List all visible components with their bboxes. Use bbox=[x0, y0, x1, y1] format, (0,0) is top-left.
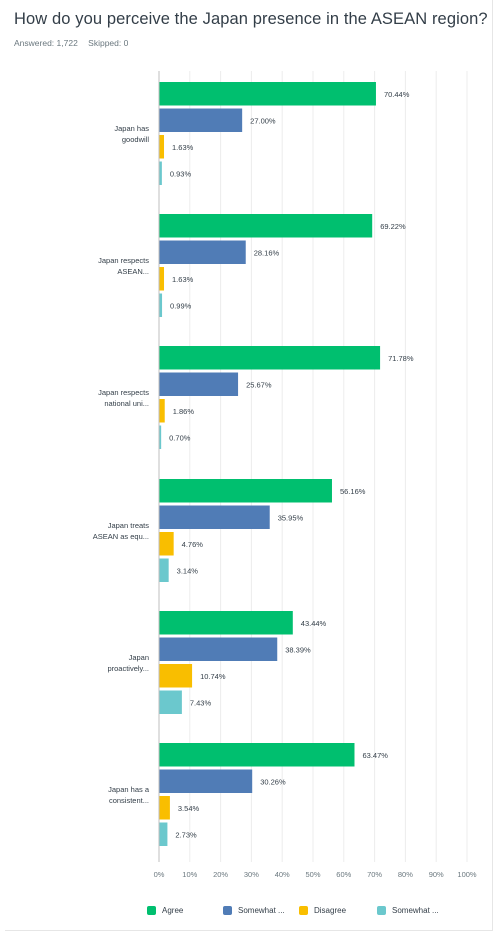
bar bbox=[159, 769, 253, 793]
bar bbox=[159, 293, 163, 317]
category-label: goodwill bbox=[122, 135, 149, 144]
x-tick-label: 100% bbox=[457, 870, 477, 879]
category-label: Japan has a bbox=[108, 785, 150, 794]
bar bbox=[159, 822, 168, 846]
bar bbox=[159, 664, 193, 688]
bar-value-label: 0.70% bbox=[169, 433, 191, 442]
bar-value-label: 1.63% bbox=[172, 275, 194, 284]
bar-value-label: 70.44% bbox=[384, 90, 410, 99]
bar bbox=[159, 108, 243, 132]
bar bbox=[159, 135, 165, 159]
legend-label: Somewhat ... bbox=[392, 906, 439, 915]
chart-legend: Agree Somewhat ... Disagree Somewhat ... bbox=[0, 906, 498, 922]
bar-value-label: 0.99% bbox=[170, 301, 192, 310]
question-panel bbox=[5, 0, 493, 931]
bar-value-label: 30.26% bbox=[260, 777, 286, 786]
legend-label: Disagree bbox=[314, 906, 347, 915]
x-tick-label: 20% bbox=[213, 870, 228, 879]
bar-value-label: 35.95% bbox=[278, 513, 304, 522]
bar bbox=[159, 505, 270, 529]
bar bbox=[159, 690, 182, 714]
bar bbox=[159, 743, 355, 767]
bar-value-label: 56.16% bbox=[340, 487, 366, 496]
category-label: Japan has bbox=[114, 124, 149, 133]
bar bbox=[159, 267, 165, 291]
legend-item: Disagree bbox=[299, 906, 346, 915]
skipped-count: Skipped: 0 bbox=[88, 38, 129, 48]
bar-value-label: 69.22% bbox=[380, 222, 406, 231]
question-title: How do you perceive the Japan presence i… bbox=[14, 10, 488, 28]
bar bbox=[159, 346, 381, 370]
bar bbox=[159, 82, 376, 106]
bar-value-label: 38.39% bbox=[285, 645, 311, 654]
bar bbox=[159, 637, 278, 661]
bar-value-label: 27.00% bbox=[250, 116, 276, 125]
x-tick-label: 50% bbox=[305, 870, 320, 879]
bar-value-label: 2.73% bbox=[175, 830, 197, 839]
bar bbox=[159, 532, 174, 556]
bar-value-label: 28.16% bbox=[254, 248, 280, 257]
legend-swatch bbox=[299, 906, 308, 915]
category-label: consistent... bbox=[109, 796, 149, 805]
bar bbox=[159, 796, 170, 820]
legend-label: Somewhat ... bbox=[238, 906, 285, 915]
bar bbox=[159, 372, 239, 396]
bar-value-label: 10.74% bbox=[200, 672, 226, 681]
response-stats: Answered: 1,722 Skipped: 0 bbox=[14, 38, 128, 48]
bar-value-label: 63.47% bbox=[362, 751, 388, 760]
legend-item: Agree bbox=[147, 906, 183, 915]
bar bbox=[159, 425, 162, 449]
category-label: ASEAN... bbox=[117, 267, 149, 276]
x-tick-label: 30% bbox=[244, 870, 259, 879]
legend-swatch bbox=[223, 906, 232, 915]
bar bbox=[159, 558, 169, 582]
category-label: Japan treats bbox=[108, 521, 150, 530]
bar-value-label: 3.54% bbox=[178, 804, 200, 813]
x-tick-label: 0% bbox=[154, 870, 165, 879]
bar bbox=[159, 611, 293, 635]
x-tick-label: 10% bbox=[182, 870, 197, 879]
category-label: proactively... bbox=[107, 664, 149, 673]
x-tick-label: 80% bbox=[398, 870, 413, 879]
category-label: ASEAN as equ... bbox=[93, 532, 149, 541]
x-tick-label: 70% bbox=[367, 870, 382, 879]
bar-value-label: 71.78% bbox=[388, 354, 414, 363]
bar-value-label: 1.86% bbox=[173, 407, 195, 416]
bar bbox=[159, 399, 165, 423]
legend-swatch bbox=[147, 906, 156, 915]
x-tick-label: 60% bbox=[336, 870, 351, 879]
bar-value-label: 43.44% bbox=[301, 619, 327, 628]
bar-value-label: 0.93% bbox=[170, 169, 192, 178]
answered-count: Answered: 1,722 bbox=[14, 38, 78, 48]
bar bbox=[159, 214, 373, 238]
bar-chart: 0% 10% 20% 30% 40% 50% 60% 70% 80% 90% 100% 70.44% 2… bbox=[93, 71, 477, 879]
legend-label: Agree bbox=[162, 906, 184, 915]
category-label: national uni... bbox=[104, 399, 149, 408]
x-tick-label: 40% bbox=[275, 870, 290, 879]
category-label: Japan bbox=[129, 653, 149, 662]
category-label: Japan respects bbox=[98, 388, 149, 397]
legend-item: Somewhat ... bbox=[223, 906, 285, 915]
bar bbox=[159, 161, 162, 185]
bar bbox=[159, 240, 246, 264]
bar-value-label: 7.43% bbox=[190, 698, 212, 707]
x-tick-label: 90% bbox=[429, 870, 444, 879]
bar bbox=[159, 479, 332, 503]
legend-item: Somewhat ... bbox=[377, 906, 439, 915]
category-label: Japan respects bbox=[98, 256, 149, 265]
bar-value-label: 4.76% bbox=[182, 540, 204, 549]
bar-value-label: 1.63% bbox=[172, 143, 194, 152]
bar-value-label: 3.14% bbox=[177, 566, 199, 575]
legend-swatch bbox=[377, 906, 386, 915]
bar-value-label: 25.67% bbox=[246, 380, 272, 389]
